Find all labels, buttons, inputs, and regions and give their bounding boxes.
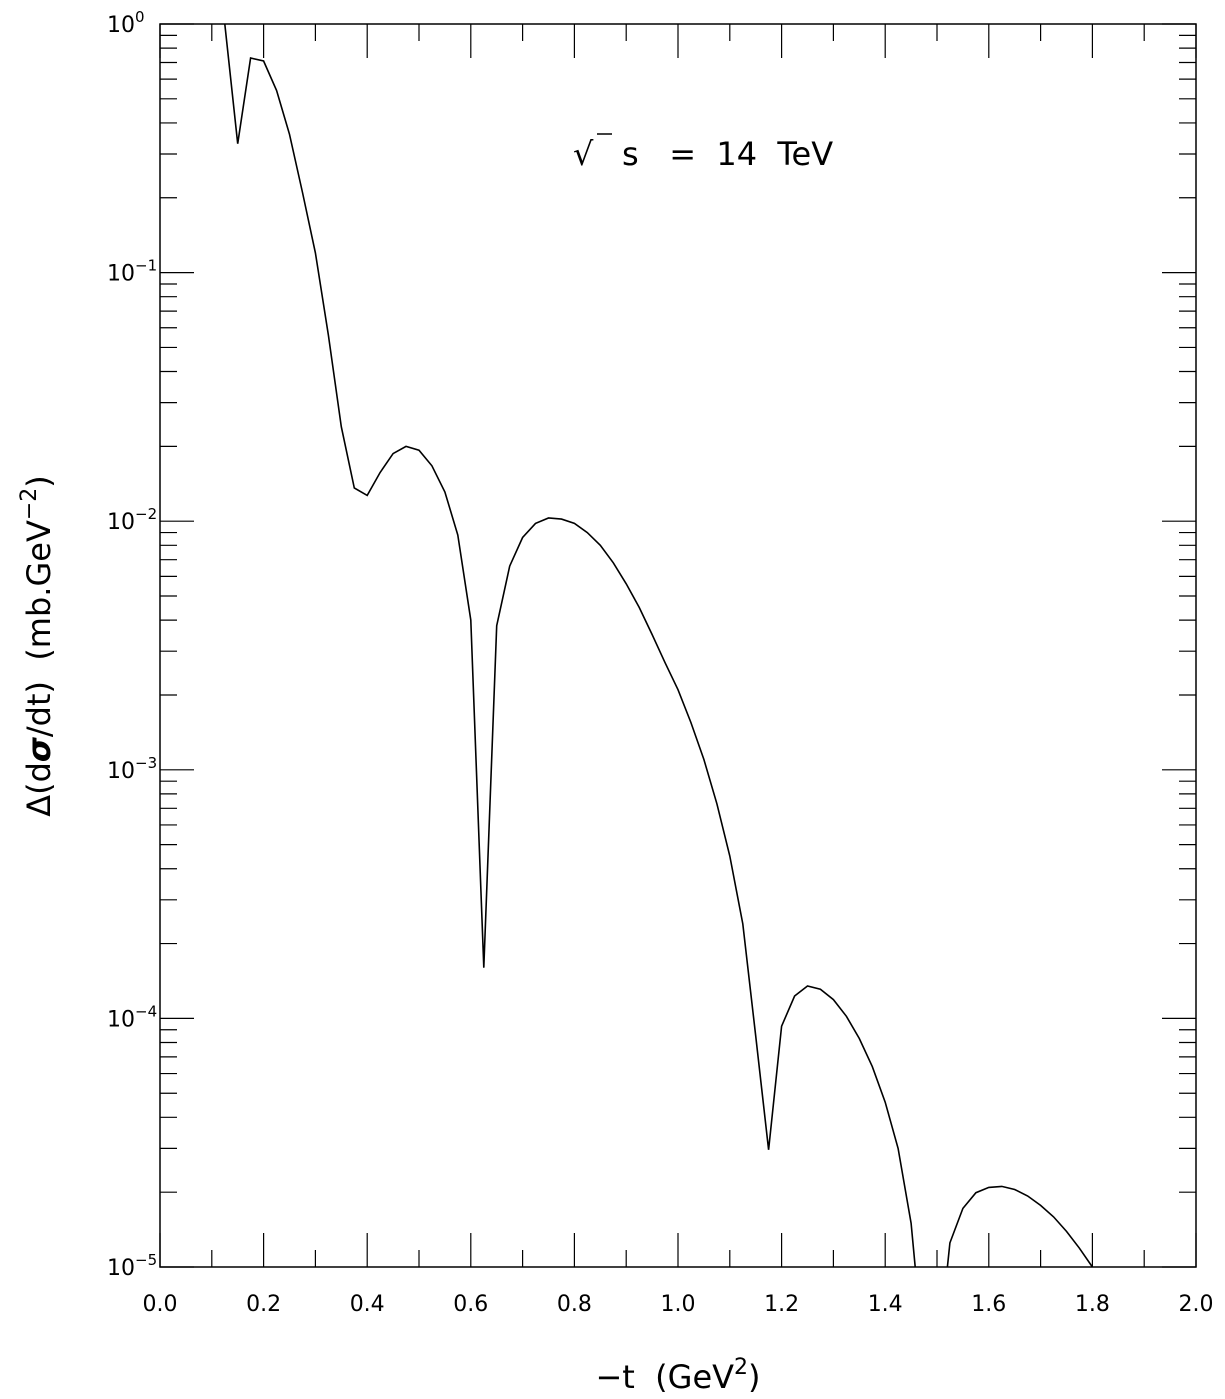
y-tick-label: 10−5 <box>107 1251 157 1281</box>
y-axis-title-pre: (d <box>20 762 58 795</box>
y-axis-title-sigma: σ <box>20 737 58 762</box>
y-tick-label: 10−1 <box>107 257 157 287</box>
y-axis-title-post: /dt) (mb.GeV <box>20 520 58 737</box>
x-tick-label: 1.2 <box>764 1292 799 1317</box>
x-tick-labels: 0.0 0.2 0.4 0.6 0.8 1.0 1.2 1.4 1.6 1.8 2.0 <box>143 1292 1214 1317</box>
y-tick-labels: 100 10−1 10−2 10−3 10−4 10−5 <box>107 8 157 1281</box>
x-tick-label: 0.2 <box>246 1292 281 1317</box>
x-tick-label: 0.8 <box>557 1292 592 1317</box>
sqrt-symbol: √ <box>573 135 594 173</box>
y-axis-title-sup: −2 <box>17 488 42 520</box>
y-axis-title-close: ) <box>20 475 58 487</box>
plot-frame <box>159 23 1197 1268</box>
x-tick-label: 0.0 <box>143 1292 178 1317</box>
y-tick-label: 10−4 <box>107 1002 157 1032</box>
x-tick-label: 0.4 <box>350 1292 385 1317</box>
x-tick-label: 1.6 <box>971 1292 1006 1317</box>
x-tick-label: 1.8 <box>1075 1292 1110 1317</box>
axis-ticks <box>159 23 1197 1268</box>
energy-annotation: √ s = 14 TeV <box>573 133 833 173</box>
x-axis-title-sup: 2 <box>734 1355 748 1380</box>
y-axis-title-delta: Δ <box>20 795 58 817</box>
x-axis-title: −t (GeV2) <box>595 1355 760 1396</box>
x-axis-title-close: ) <box>748 1358 760 1396</box>
series-line-segment <box>224 23 916 1268</box>
y-tick-label: 10−2 <box>107 505 157 535</box>
y-tick-label: 10−3 <box>107 754 157 784</box>
y-tick-label: 100 <box>107 8 145 38</box>
y-axis-title: Δ(dσ/dt) (mb.GeV−2) <box>17 475 58 817</box>
x-axis-title-main: −t (GeV <box>595 1358 734 1396</box>
series-group <box>224 23 1094 1268</box>
series-line-segment <box>946 1185 1094 1268</box>
energy-annotation-text: s = 14 TeV <box>622 135 833 173</box>
x-tick-label: 1.4 <box>868 1292 903 1317</box>
x-tick-label: 2.0 <box>1179 1292 1214 1317</box>
x-tick-label: 0.6 <box>453 1292 488 1317</box>
x-tick-label: 1.0 <box>661 1292 696 1317</box>
